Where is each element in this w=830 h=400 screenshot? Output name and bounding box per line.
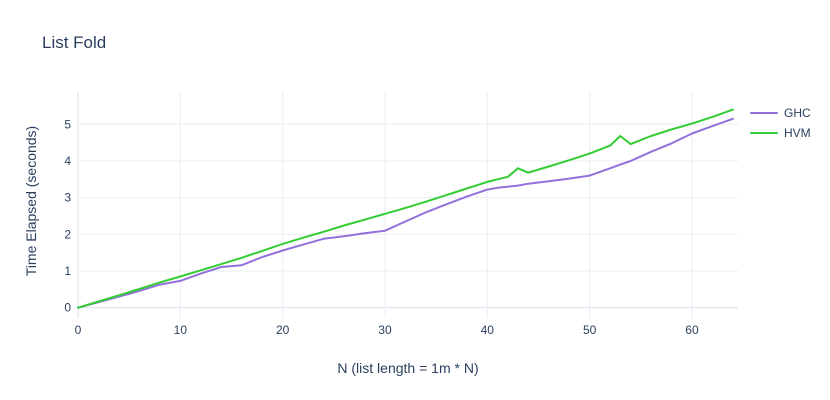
- y-tick-label: 5: [64, 117, 71, 131]
- x-axis-title: N (list length = 1m * N): [337, 360, 479, 376]
- x-tick-label: 10: [174, 323, 188, 337]
- x-tick-label: 20: [276, 323, 290, 337]
- series-line-hvm[interactable]: [77, 108, 734, 309]
- y-tick-label: 4: [64, 154, 71, 168]
- series-lines: [77, 108, 734, 309]
- legend-label-hvm: HVM: [784, 126, 811, 140]
- ghc-line-swatch: [750, 112, 778, 114]
- legend-item-hvm[interactable]: HVM: [750, 123, 811, 143]
- y-tick-label: 2: [64, 227, 71, 241]
- y-axis-title: Time Elapsed (seconds): [23, 125, 39, 277]
- y-tick-label: 1: [64, 264, 71, 278]
- legend: GHC HVM: [750, 103, 811, 143]
- legend-item-ghc[interactable]: GHC: [750, 103, 811, 123]
- legend-label-ghc: GHC: [784, 106, 811, 120]
- y-tick-label: 3: [64, 191, 71, 205]
- x-tick-label: 30: [378, 323, 392, 337]
- x-tick-label: 50: [583, 323, 597, 337]
- hvm-line-swatch: [750, 132, 778, 134]
- series-line-ghc[interactable]: [77, 117, 734, 309]
- y-tick-label: 0: [64, 301, 71, 315]
- gridlines: [77, 92, 738, 318]
- x-tick-label: 60: [685, 323, 699, 337]
- chart-title: List Fold: [42, 33, 107, 52]
- x-tick-label: 0: [75, 323, 82, 337]
- x-tick-label: 40: [481, 323, 495, 337]
